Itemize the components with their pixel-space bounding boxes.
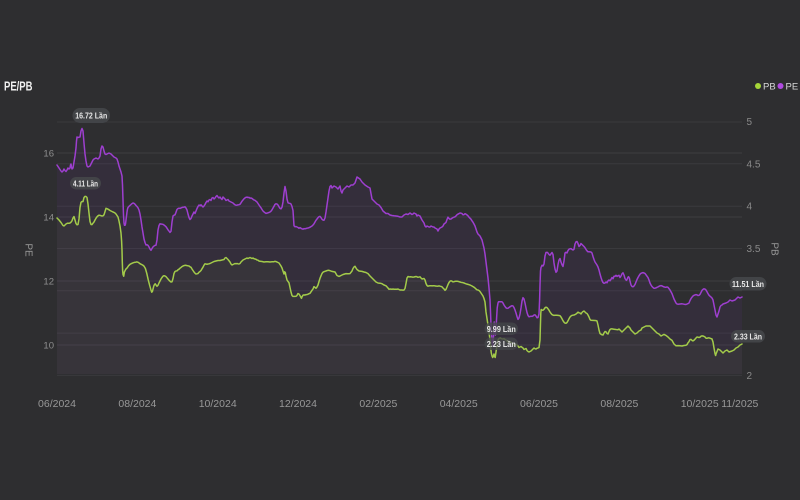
svg-text:08/2024: 08/2024	[118, 398, 156, 410]
svg-text:PB: PB	[769, 242, 780, 256]
svg-text:PB: PB	[763, 81, 776, 92]
svg-text:2.23 Lần: 2.23 Lần	[487, 339, 516, 349]
svg-text:2: 2	[747, 371, 753, 382]
svg-text:14: 14	[43, 212, 54, 223]
svg-text:PE/PB: PE/PB	[4, 79, 33, 94]
svg-text:10: 10	[43, 340, 54, 351]
svg-text:11/2025: 11/2025	[721, 398, 758, 410]
svg-text:4: 4	[747, 202, 753, 213]
svg-text:2.33 Lần: 2.33 Lần	[734, 331, 762, 341]
svg-text:16.72 Lần: 16.72 Lần	[75, 111, 107, 121]
svg-text:4.5: 4.5	[747, 159, 761, 170]
svg-text:06/2024: 06/2024	[38, 398, 76, 410]
svg-text:08/2025: 08/2025	[600, 398, 638, 410]
svg-text:06/2025: 06/2025	[520, 398, 558, 410]
svg-text:9.99 Lần: 9.99 Lần	[487, 324, 516, 334]
svg-text:PE: PE	[786, 81, 799, 92]
svg-text:11.51 Lần: 11.51 Lần	[732, 279, 764, 289]
svg-text:16: 16	[43, 148, 54, 159]
svg-text:3.5: 3.5	[747, 244, 761, 255]
svg-text:PE: PE	[23, 243, 34, 257]
svg-text:10/2025: 10/2025	[681, 398, 719, 410]
svg-text:12: 12	[43, 276, 54, 287]
svg-text:04/2025: 04/2025	[440, 398, 478, 410]
svg-text:12/2024: 12/2024	[279, 398, 317, 410]
svg-text:4.11 Lần: 4.11 Lần	[73, 178, 98, 188]
svg-text:5: 5	[747, 117, 753, 128]
svg-text:10/2024: 10/2024	[199, 398, 237, 410]
svg-text:02/2025: 02/2025	[359, 398, 397, 410]
